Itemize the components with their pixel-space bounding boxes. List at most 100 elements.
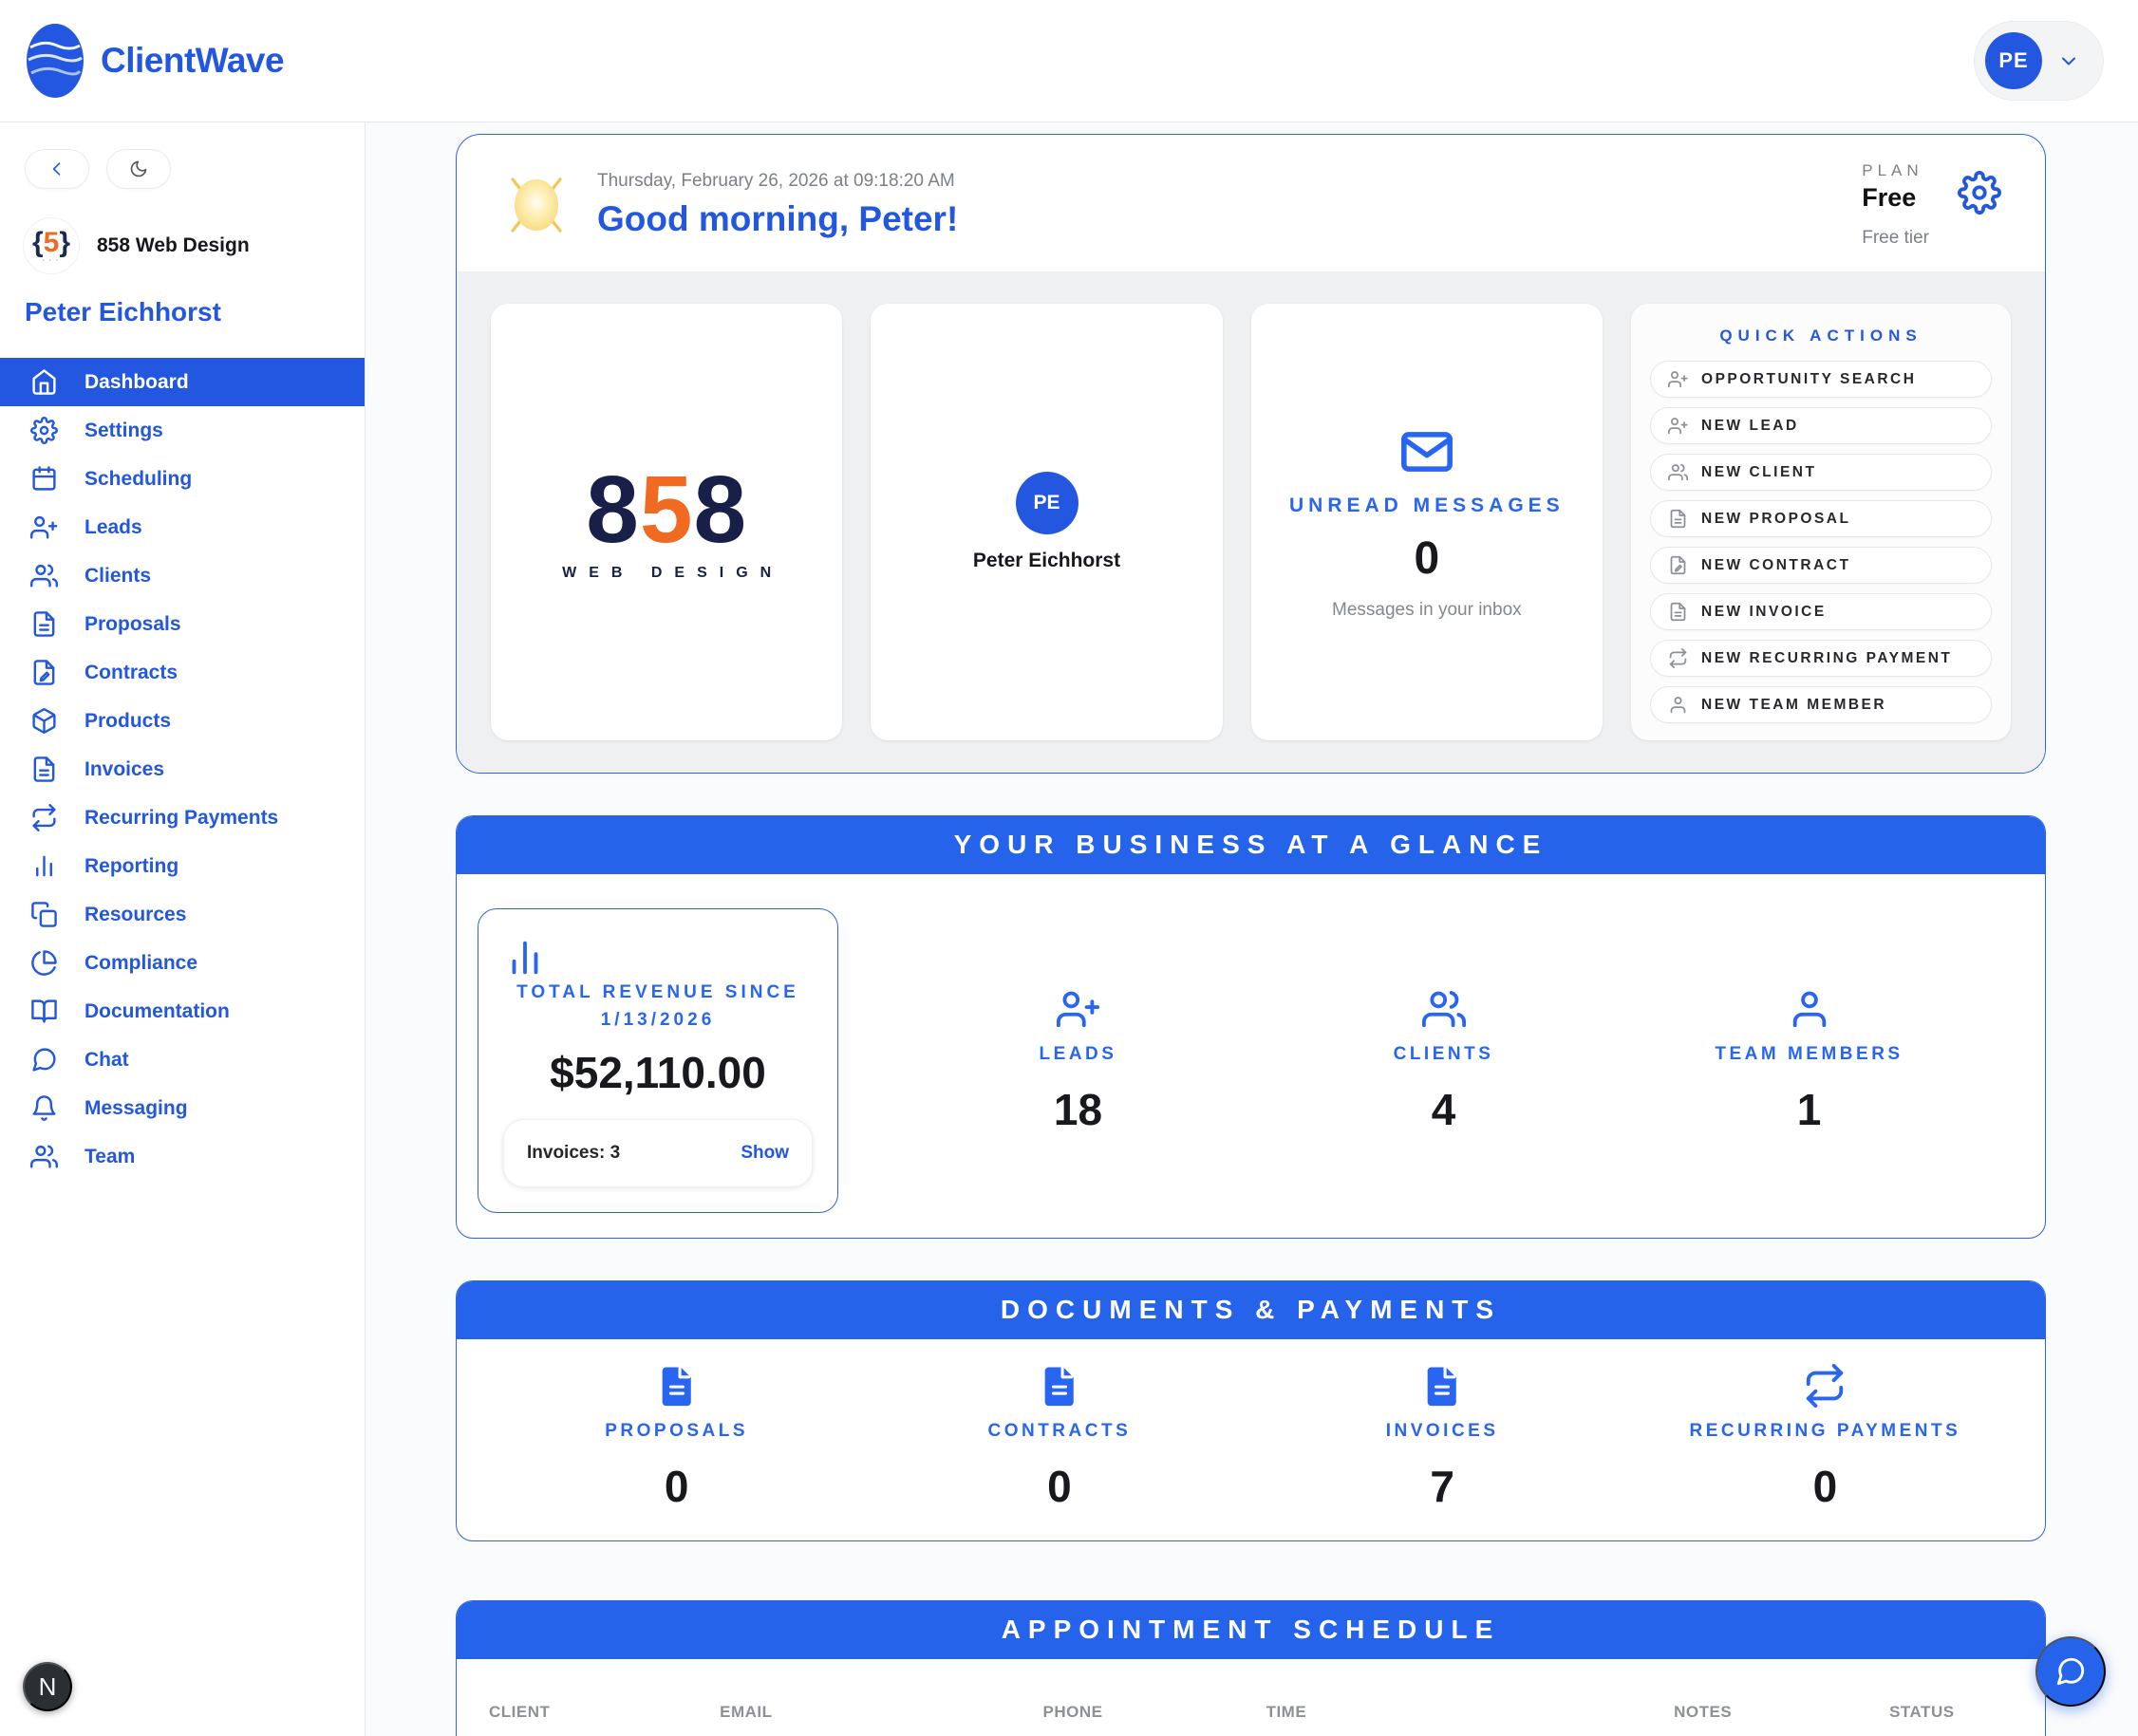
sidebar-controls [0, 149, 365, 189]
unread-messages-label: UNREAD MESSAGES [1288, 494, 1565, 516]
sidebar-item-dashboard[interactable]: Dashboard [0, 358, 365, 406]
sidebar: {5} · · · 858 Web Design Peter Eichhorst… [0, 122, 366, 1736]
quick-actions-title: QUICK ACTIONS [1719, 327, 1922, 345]
sidebar-item-documentation[interactable]: Documentation [0, 987, 365, 1036]
sidebar-item-messaging[interactable]: Messaging [0, 1084, 365, 1132]
sidebar-item-recurring-payments[interactable]: Recurring Payments [0, 793, 365, 842]
unread-messages-count: 0 [1414, 532, 1440, 584]
bar-chart-icon [503, 936, 547, 980]
column-header: EMAIL [720, 1703, 773, 1721]
plan-settings-button[interactable] [1958, 171, 2001, 215]
quick-action-new-recurring-payment[interactable]: NEW RECURRING PAYMENT [1650, 640, 1992, 677]
quick-actions-panel: QUICK ACTIONS OPPORTUNITY SEARCH NEW LEA… [1631, 304, 2011, 740]
stat-leads: LEADS 18 [895, 908, 1261, 1213]
user-profile-card: PE Peter Eichhorst [871, 304, 1223, 740]
book-icon [30, 998, 58, 1025]
sidebar-item-reporting[interactable]: Reporting [0, 842, 365, 890]
sidebar-item-leads[interactable]: Leads [0, 503, 365, 551]
people-icon [30, 1143, 58, 1170]
file-text-icon [30, 610, 58, 638]
collapse-sidebar-button[interactable] [25, 149, 89, 189]
current-datetime: Thursday, February 26, 2026 at 09:18:20 … [597, 171, 955, 191]
sidebar-item-settings[interactable]: Settings [0, 406, 365, 455]
quick-actions-list: OPPORTUNITY SEARCH NEW LEAD NEW CLIENT [1650, 361, 1992, 723]
file-filled-icon [1420, 1364, 1464, 1408]
sidebar-item-compliance[interactable]: Compliance [0, 939, 365, 987]
column-header: CLIENT [489, 1703, 551, 1721]
people-icon [30, 562, 58, 589]
gear-icon [1958, 171, 2001, 215]
clientwave-logo-icon [27, 24, 84, 98]
revenue-label: TOTAL REVENUE SINCE 1/13/2026 [516, 982, 799, 1030]
user-menu-button[interactable]: PE [1974, 21, 2104, 101]
chat-fab-button[interactable] [2035, 1636, 2106, 1707]
doc-stat-invoices: INVOICES 7 [1251, 1364, 1634, 1512]
quick-action-opportunity-search[interactable]: OPPORTUNITY SEARCH [1650, 361, 1992, 398]
appointments-table: CLIENT EMAIL PHONE TIME NOTES STATUS [457, 1659, 2045, 1736]
stat-clients: CLIENTS 4 [1261, 908, 1626, 1213]
dev-tools-badge[interactable]: N [23, 1662, 72, 1711]
sidebar-item-chat[interactable]: Chat [0, 1036, 365, 1084]
revenue-amount: $52,110.00 [550, 1048, 766, 1097]
appointments-table-header: CLIENT EMAIL PHONE TIME NOTES STATUS [481, 1693, 2020, 1736]
unread-messages-caption: Messages in your inbox [1332, 599, 1522, 620]
total-revenue-card: TOTAL REVENUE SINCE 1/13/2026 $52,110.00… [478, 908, 838, 1213]
dark-mode-toggle[interactable] [106, 149, 171, 189]
people-icon [1422, 987, 1466, 1031]
invoices-summary-card: Invoices: 3 Show [503, 1119, 813, 1187]
brand-name: ClientWave [101, 41, 285, 80]
chat-bubble-icon [2054, 1655, 2087, 1688]
file-text-icon [30, 756, 58, 783]
sidebar-item-invoices[interactable]: Invoices [0, 745, 365, 793]
sun-icon [511, 177, 562, 233]
repeat-icon [1803, 1364, 1847, 1408]
avatar: PE [1015, 472, 1078, 534]
sidebar-item-resources[interactable]: Resources [0, 890, 365, 939]
plan-tier: Free tier [1862, 228, 1929, 248]
greeting-body: 858 WEB DESIGN PE Peter Eichhorst UNREAD… [457, 271, 2045, 773]
sidebar-item-products[interactable]: Products [0, 697, 365, 745]
pie-chart-icon [30, 949, 58, 977]
person-plus-icon [1668, 416, 1688, 436]
858-web-design-logo: 858 WEB DESIGN [550, 462, 783, 582]
repeat-icon [1668, 648, 1688, 668]
doc-stat-contracts: CONTRACTS 0 [868, 1364, 1250, 1512]
home-icon [30, 368, 58, 396]
sidebar-item-clients[interactable]: Clients [0, 551, 365, 600]
sidebar-item-contracts[interactable]: Contracts [0, 648, 365, 697]
people-icon [1668, 462, 1688, 482]
file-filled-icon [655, 1364, 699, 1408]
quick-action-new-contract[interactable]: NEW CONTRACT [1650, 547, 1992, 584]
greeting-message: Good morning, Peter! [597, 199, 959, 238]
quick-action-new-team-member[interactable]: NEW TEAM MEMBER [1650, 686, 1992, 723]
cube-icon [30, 707, 58, 735]
person-icon [1788, 987, 1831, 1031]
user-name: Peter Eichhorst [972, 550, 1121, 571]
plan-block: PLAN Free Free tier [1862, 161, 2001, 249]
documents-payments-section: DOCUMENTS & PAYMENTS PROPOSALS 0 CONTRAC… [456, 1280, 2046, 1541]
quick-action-new-proposal[interactable]: NEW PROPOSAL [1650, 500, 1992, 537]
file-text-icon [1668, 602, 1688, 622]
glance-body: TOTAL REVENUE SINCE 1/13/2026 $52,110.00… [457, 874, 2045, 1238]
quick-action-new-lead[interactable]: NEW LEAD [1650, 407, 1992, 444]
main-content: Thursday, February 26, 2026 at 09:18:20 … [366, 122, 2138, 1736]
chevron-down-icon [2057, 49, 2080, 72]
sidebar-item-team[interactable]: Team [0, 1132, 365, 1181]
person-plus-icon [1057, 987, 1100, 1031]
brand: ClientWave [25, 22, 285, 100]
calendar-icon [30, 465, 58, 493]
chevron-left-icon [47, 159, 66, 178]
envelope-icon [1399, 424, 1454, 479]
file-text-icon [1668, 509, 1688, 529]
section-banner: APPOINTMENT SCHEDULE [457, 1601, 2045, 1659]
plan-name: Free [1862, 183, 1917, 212]
sidebar-item-scheduling[interactable]: Scheduling [0, 455, 365, 503]
show-invoices-link[interactable]: Show [741, 1143, 789, 1163]
section-banner: DOCUMENTS & PAYMENTS [457, 1281, 2045, 1339]
quick-action-new-client[interactable]: NEW CLIENT [1650, 454, 1992, 491]
owner-name: Peter Eichhorst [25, 297, 221, 327]
quick-action-new-invoice[interactable]: NEW INVOICE [1650, 593, 1992, 630]
sidebar-item-proposals[interactable]: Proposals [0, 600, 365, 648]
moon-icon [129, 159, 148, 178]
stat-team-members: TEAM MEMBERS 1 [1626, 908, 1992, 1213]
